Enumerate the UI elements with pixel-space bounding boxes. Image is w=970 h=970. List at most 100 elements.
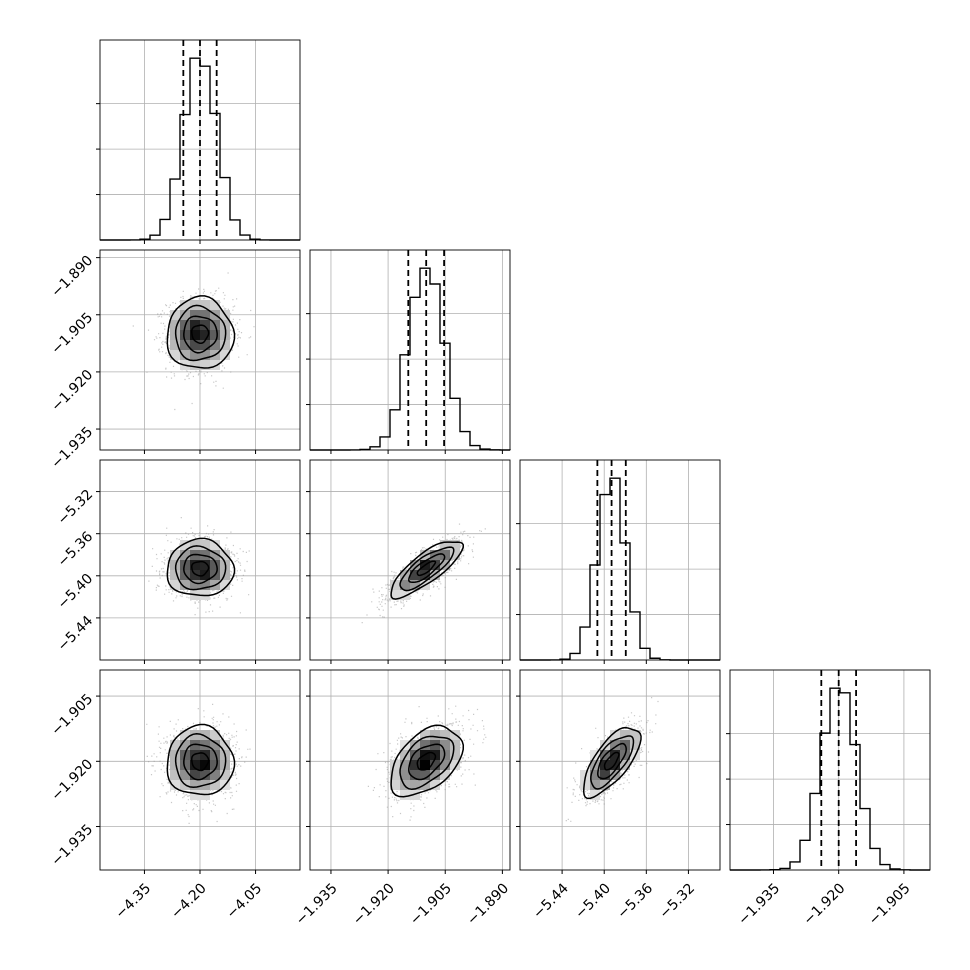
density-cell [200, 580, 210, 590]
density-cell [170, 320, 180, 330]
density-cell [180, 310, 190, 320]
histogram-panel-3 [726, 669, 931, 874]
density-cell [410, 580, 420, 590]
y-tick-label: −5.44 [55, 613, 97, 655]
scatter-content [361, 523, 486, 624]
density-cell [450, 760, 460, 770]
contour-line [416, 560, 437, 577]
density-cell [390, 760, 400, 770]
contour-line [183, 553, 218, 585]
density-cell [180, 300, 190, 310]
density-cell [200, 350, 210, 360]
contour-line [408, 743, 446, 781]
contour-line [190, 324, 210, 345]
density-cell [210, 560, 220, 570]
density-cell [190, 770, 200, 780]
density-cell [170, 780, 180, 790]
density-cell [420, 730, 430, 740]
density-cell [400, 770, 410, 780]
density-cell [630, 730, 640, 740]
density-cell [180, 550, 190, 560]
density-cell [210, 740, 220, 750]
y-tick-label: −1.905 [48, 691, 96, 739]
density-cell [180, 350, 190, 360]
density-cell [170, 350, 180, 360]
density-cell [170, 580, 180, 590]
density-cell [190, 360, 200, 370]
density-cell [610, 740, 620, 750]
contour-line [390, 541, 465, 600]
density-cell [210, 770, 220, 780]
density-cell [210, 360, 220, 370]
density-cell [210, 750, 220, 760]
density-cell [400, 750, 410, 760]
density-cell [190, 730, 200, 740]
density-cell [420, 760, 430, 770]
density-cell [590, 780, 600, 790]
y-tick-label: −1.890 [48, 253, 96, 301]
density-cell [620, 730, 630, 740]
density-cell [390, 580, 400, 590]
contour-line [190, 752, 210, 772]
contour-line [416, 751, 437, 771]
histogram-frame [729, 669, 931, 871]
density-cell [190, 320, 200, 330]
scatter-content [565, 697, 659, 822]
scatter-panel-2-0 [96, 459, 301, 664]
scatter-panel-3-2 [516, 669, 721, 874]
x-tick-label: −1.890 [464, 880, 512, 928]
x-tick-label: −1.905 [866, 880, 914, 928]
histogram-panel-2 [516, 459, 721, 664]
contour-line [174, 304, 227, 362]
density-cell [390, 780, 400, 790]
density-cell [430, 560, 440, 570]
density-cell [180, 330, 190, 340]
density-cell [580, 780, 590, 790]
density-cell [200, 740, 210, 750]
density-cell [430, 780, 440, 790]
density-cell [410, 770, 420, 780]
density-cell [200, 770, 210, 780]
density-cell [170, 560, 180, 570]
density-cell [390, 590, 400, 600]
density-cell [180, 340, 190, 350]
density-cell [410, 750, 420, 760]
y-tick-label: −5.40 [55, 571, 97, 613]
scatter-frame [99, 669, 301, 871]
density-cell [400, 590, 410, 600]
contour-line [190, 560, 210, 577]
density-cell [190, 560, 200, 570]
scatter-frame [309, 459, 511, 661]
density-cell [220, 580, 230, 590]
density-cell [190, 750, 200, 760]
density-cell [200, 540, 210, 550]
contour-line [399, 735, 455, 791]
contour-line [174, 732, 227, 789]
x-tick-label: −1.935 [735, 880, 783, 928]
density-cell [170, 760, 180, 770]
density-cell [200, 330, 210, 340]
density-cell [190, 310, 200, 320]
scatter-panel-1-0 [96, 249, 301, 454]
density-cell [430, 770, 440, 780]
density-cell [210, 760, 220, 770]
contour-line [399, 546, 455, 592]
density-cell [400, 740, 410, 750]
density-cell [410, 560, 420, 570]
density-cell [170, 330, 180, 340]
density-cell [170, 740, 180, 750]
contour-line [166, 537, 236, 597]
density-cell [440, 540, 450, 550]
y-tick-label: −1.905 [48, 310, 96, 358]
density-cell [410, 570, 420, 580]
scatter-frame [99, 249, 301, 451]
density-cell [410, 760, 420, 770]
density-cell [170, 550, 180, 560]
density-cell [440, 760, 450, 770]
density-cell [190, 350, 200, 360]
density-cell [190, 580, 200, 590]
density-cell [400, 760, 410, 770]
density-cell [590, 790, 600, 800]
density-cell [220, 550, 230, 560]
